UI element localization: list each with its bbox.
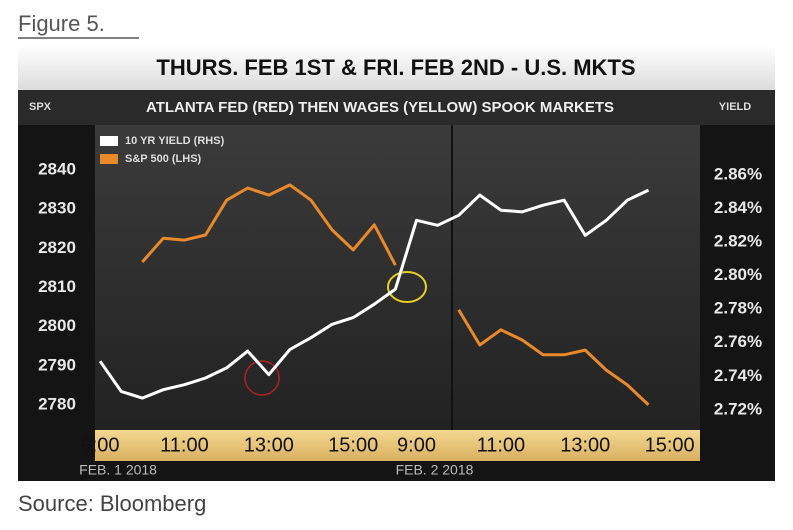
y2-tick-label: 2.78% (714, 299, 762, 318)
y-tick-label: 2820 (38, 238, 76, 257)
legend-swatch (100, 136, 118, 146)
y2-axis-label: YIELD (719, 101, 751, 113)
y-tick-label: 2800 (38, 316, 76, 335)
x-tick-label: 11:00 (477, 434, 526, 456)
yellow-highlight (387, 271, 427, 303)
x-tick-label: 13:00 (244, 434, 294, 456)
x-axis-bar (95, 430, 700, 461)
y-tick-label: 2790 (38, 355, 76, 374)
x-tick-label: 15:00 (328, 434, 378, 456)
series-line (98, 188, 650, 400)
y-tick-label: 2810 (38, 277, 76, 296)
legend-swatch (100, 154, 118, 164)
y2-tick-label: 2.82% (714, 232, 762, 251)
y-tick-label: 2830 (38, 199, 76, 218)
x-tick-label: 11:00 (160, 434, 209, 456)
y2-tick-label: 2.76% (714, 332, 762, 351)
y2-tick-label: 2.86% (714, 164, 762, 183)
y2-tick-label: 2.84% (714, 198, 762, 217)
y-tick-label: 2780 (38, 394, 76, 413)
x-tick-label: 9:00 (397, 434, 436, 456)
y-axis-label: SPX (29, 101, 52, 113)
subtitle-bar (18, 90, 775, 125)
date-label: FEB. 2 2018 (396, 462, 474, 478)
y2-tick-label: 2.72% (714, 399, 762, 418)
x-tick-label: 9:00 (81, 434, 120, 456)
chart-subtitle: ATLANTA FED (RED) THEN WAGES (YELLOW) SP… (146, 99, 614, 116)
red-highlight (244, 360, 280, 396)
figure-label: Figure 5. (18, 11, 105, 36)
source-note: Source: Bloomberg (18, 491, 206, 516)
y2-tick-label: 2.74% (714, 366, 762, 385)
legend-label: S&P 500 (LHS) (125, 153, 202, 165)
date-label: FEB. 1 2018 (79, 462, 157, 478)
title-bar (18, 45, 775, 90)
y-tick-label: 2840 (38, 160, 76, 179)
y2-tick-label: 2.80% (714, 265, 762, 284)
x-tick-label: 15:00 (645, 434, 695, 456)
x-tick-label: 13:00 (560, 434, 610, 456)
chart-title: THURS. FEB 1ST & FRI. FEB 2ND - U.S. MKT… (156, 55, 635, 80)
legend-label: 10 YR YIELD (RHS) (125, 135, 225, 147)
series-line (141, 183, 650, 406)
